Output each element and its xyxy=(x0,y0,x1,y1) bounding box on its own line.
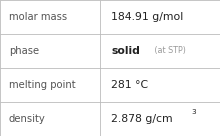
Text: 3: 3 xyxy=(192,109,196,115)
Text: (at STP): (at STP) xyxy=(152,47,185,55)
Text: density: density xyxy=(9,114,46,124)
Text: phase: phase xyxy=(9,46,39,56)
Text: molar mass: molar mass xyxy=(9,12,67,22)
Text: melting point: melting point xyxy=(9,80,75,90)
Text: 184.91 g/mol: 184.91 g/mol xyxy=(111,12,183,22)
Text: solid: solid xyxy=(111,46,140,56)
Text: 2.878 g/cm: 2.878 g/cm xyxy=(111,114,173,124)
Text: 281 °C: 281 °C xyxy=(111,80,148,90)
